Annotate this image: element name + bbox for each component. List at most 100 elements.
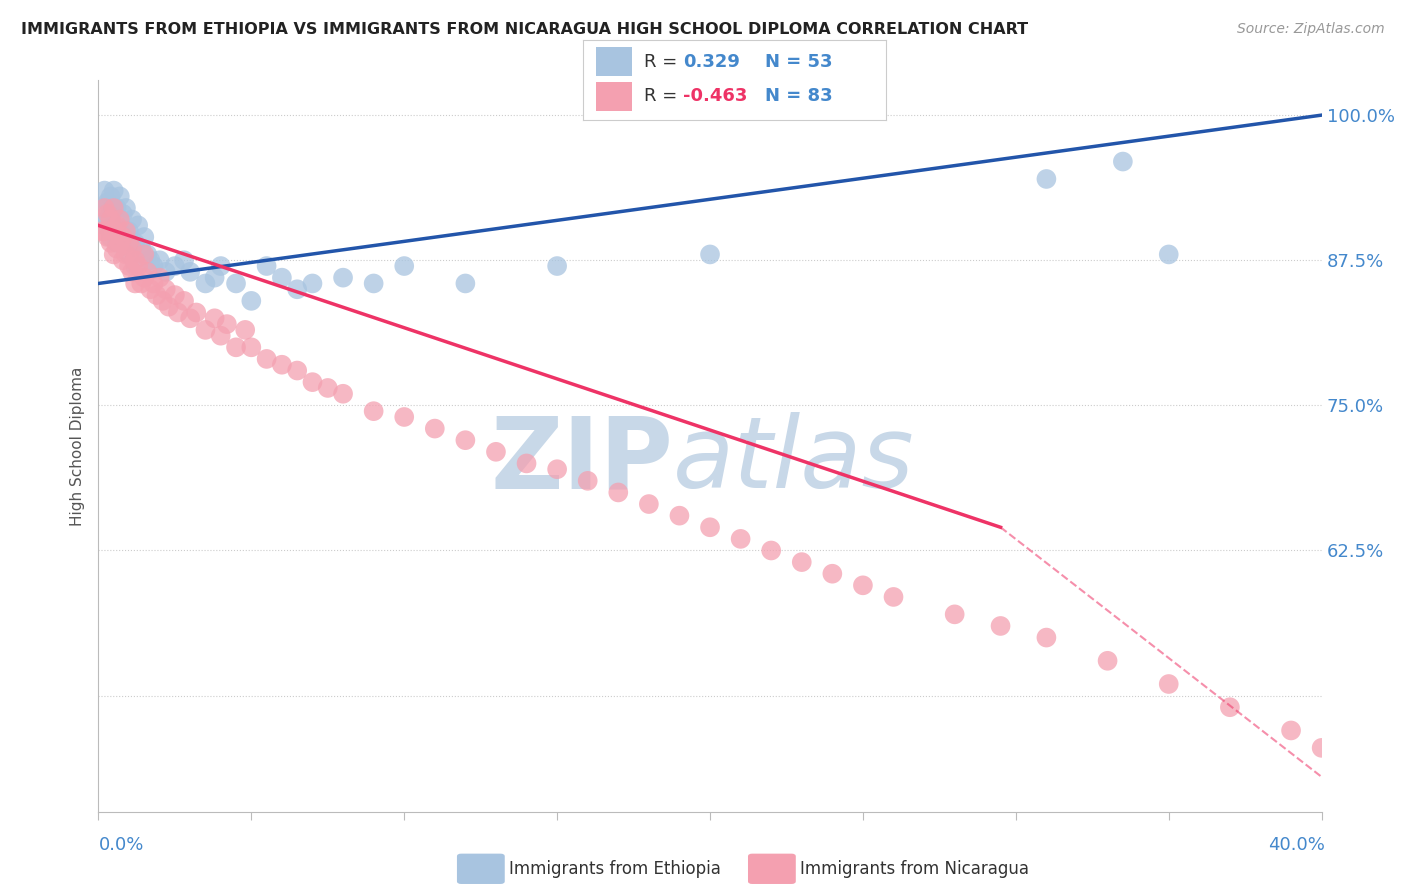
- Point: [149, 270, 172, 285]
- Y-axis label: High School Diploma: High School Diploma: [70, 367, 86, 525]
- Point: [157, 300, 180, 314]
- Point: [134, 270, 156, 285]
- Point: [100, 212, 122, 227]
- Point: [392, 259, 416, 273]
- Point: [100, 207, 122, 221]
- Point: [127, 219, 149, 233]
- Point: [163, 259, 186, 273]
- Point: [111, 207, 134, 221]
- Text: ZIP: ZIP: [491, 412, 673, 509]
- Point: [97, 230, 120, 244]
- Point: [152, 293, 174, 308]
- Point: [149, 253, 172, 268]
- Point: [790, 555, 813, 569]
- Point: [301, 277, 323, 291]
- Point: [108, 235, 131, 250]
- Point: [1157, 247, 1180, 261]
- Point: [454, 433, 477, 447]
- Point: [118, 235, 141, 250]
- Point: [118, 224, 141, 238]
- Point: [285, 282, 308, 296]
- Point: [100, 189, 122, 203]
- Point: [142, 259, 165, 273]
- Point: [256, 351, 278, 366]
- Point: [97, 212, 120, 227]
- Text: -0.463: -0.463: [683, 87, 748, 105]
- Point: [121, 212, 143, 227]
- Point: [124, 277, 146, 291]
- Point: [100, 230, 122, 244]
- Point: [155, 282, 177, 296]
- Point: [97, 195, 120, 210]
- Point: [392, 409, 416, 424]
- Point: [225, 277, 247, 291]
- Point: [883, 590, 905, 604]
- Text: R =: R =: [644, 53, 683, 70]
- Point: [194, 277, 217, 291]
- Point: [637, 497, 661, 511]
- Point: [100, 235, 122, 250]
- Point: [821, 566, 844, 581]
- Point: [115, 224, 138, 238]
- Point: [194, 323, 217, 337]
- Text: 0.0%: 0.0%: [98, 836, 143, 854]
- Point: [93, 184, 115, 198]
- Point: [204, 270, 226, 285]
- Point: [105, 235, 128, 250]
- Point: [852, 578, 875, 592]
- Point: [332, 386, 354, 401]
- Point: [90, 201, 112, 215]
- Point: [209, 328, 232, 343]
- Point: [209, 259, 232, 273]
- Point: [111, 235, 134, 250]
- Point: [105, 242, 128, 256]
- Point: [142, 277, 165, 291]
- Point: [115, 230, 138, 244]
- Text: R =: R =: [644, 87, 683, 105]
- Point: [270, 270, 292, 285]
- Point: [118, 259, 141, 273]
- Point: [127, 259, 149, 273]
- Point: [1279, 723, 1302, 738]
- Bar: [596, 82, 631, 111]
- Point: [103, 201, 125, 215]
- Point: [699, 247, 721, 261]
- Point: [186, 305, 208, 319]
- Point: [93, 219, 115, 233]
- Point: [1219, 700, 1241, 714]
- Point: [118, 247, 141, 261]
- Point: [90, 224, 112, 238]
- Point: [1035, 172, 1057, 186]
- Point: [240, 340, 263, 354]
- Point: [204, 311, 226, 326]
- Point: [285, 363, 308, 377]
- Text: 40.0%: 40.0%: [1268, 836, 1324, 854]
- Point: [103, 201, 125, 215]
- Point: [136, 247, 159, 261]
- Text: N = 53: N = 53: [765, 53, 832, 70]
- Text: Immigrants from Nicaragua: Immigrants from Nicaragua: [800, 860, 1029, 878]
- Point: [136, 265, 159, 279]
- Point: [668, 508, 690, 523]
- Point: [1097, 654, 1119, 668]
- Point: [1112, 154, 1135, 169]
- Point: [730, 532, 752, 546]
- Text: Source: ZipAtlas.com: Source: ZipAtlas.com: [1237, 22, 1385, 37]
- Point: [115, 247, 138, 261]
- Point: [1371, 770, 1393, 784]
- Point: [124, 259, 146, 273]
- Point: [167, 305, 190, 319]
- Point: [332, 270, 354, 285]
- Point: [943, 607, 966, 622]
- Point: [163, 288, 186, 302]
- Point: [105, 201, 128, 215]
- Point: [121, 242, 143, 256]
- Point: [129, 242, 152, 256]
- Point: [111, 253, 134, 268]
- Point: [1157, 677, 1180, 691]
- Point: [607, 485, 630, 500]
- Point: [454, 277, 477, 291]
- Point: [516, 457, 538, 471]
- Text: N = 83: N = 83: [765, 87, 832, 105]
- Text: atlas: atlas: [673, 412, 915, 509]
